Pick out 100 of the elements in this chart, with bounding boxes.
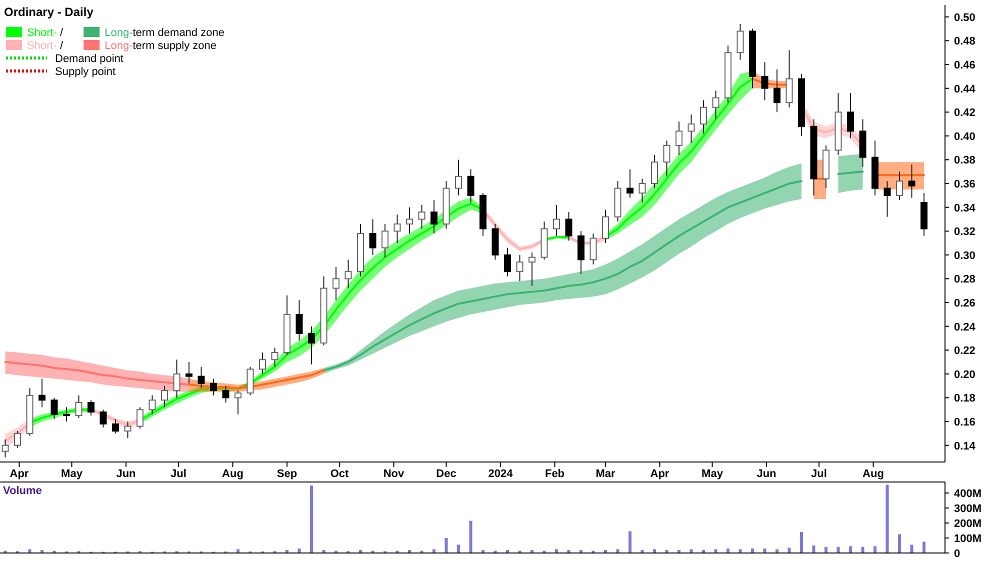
candlestick xyxy=(736,24,744,60)
candlestick xyxy=(884,180,891,218)
bar xyxy=(836,547,840,553)
x-tick-label: Aug xyxy=(862,468,884,480)
candlestick xyxy=(406,206,413,234)
bar xyxy=(910,544,914,553)
candlestick xyxy=(186,362,192,384)
y-tick-label: 0.28 xyxy=(954,274,976,286)
y-tick-label: 300M xyxy=(954,503,982,515)
candlestick xyxy=(234,390,242,415)
candlestick xyxy=(578,230,584,274)
candlestick xyxy=(896,171,903,201)
bar xyxy=(812,546,816,553)
bar xyxy=(898,534,901,553)
candlestick xyxy=(332,266,340,301)
x-tick-label: Oct xyxy=(330,468,349,480)
candlestick xyxy=(124,421,132,439)
candlestick xyxy=(259,352,266,374)
candlestick xyxy=(651,154,658,189)
candlestick xyxy=(590,233,597,265)
candlestick xyxy=(161,385,168,408)
candlestick xyxy=(369,218,376,256)
candlestick xyxy=(528,252,536,286)
candlestick xyxy=(112,418,119,434)
candlestick xyxy=(638,178,646,204)
x-tick-label: Nov xyxy=(383,468,406,480)
candlestick xyxy=(382,223,388,258)
candlestick xyxy=(700,100,707,134)
candlestick xyxy=(246,366,254,396)
candlestick xyxy=(774,68,780,113)
candlestick xyxy=(761,62,768,101)
legend-label: Demand point xyxy=(55,53,124,65)
candlestick xyxy=(148,394,156,415)
candlestick xyxy=(75,394,82,418)
candlestick xyxy=(504,247,511,277)
candlestick xyxy=(344,259,352,289)
candlestick xyxy=(136,406,144,430)
candlestick xyxy=(455,159,462,196)
y-tick-label: 0.34 xyxy=(954,202,976,214)
y-tick-label: 0.48 xyxy=(954,36,976,48)
bar xyxy=(861,547,864,553)
y-tick-label: 0 xyxy=(954,548,960,560)
x-tick-label: Jul xyxy=(811,468,827,480)
candlestick xyxy=(88,400,94,416)
x-tick-label: 2024 xyxy=(488,468,514,480)
y-tick-label: 0.42 xyxy=(954,107,976,120)
x-tick-label: Mar xyxy=(596,468,616,480)
candlestick xyxy=(786,50,793,108)
chart-title: Volume xyxy=(3,485,42,497)
candlestick xyxy=(63,406,70,422)
y-tick-label: 400M xyxy=(954,488,982,500)
candlestick xyxy=(626,168,634,198)
bar xyxy=(310,486,313,553)
candlestick xyxy=(688,114,695,144)
candlestick xyxy=(712,90,720,120)
candlestick xyxy=(516,254,524,282)
y-tick-label: 0.32 xyxy=(954,226,976,238)
x-tick-label: Sep xyxy=(276,468,298,480)
y-tick-label: 0.24 xyxy=(954,321,976,334)
x-tick-label: Jun xyxy=(116,468,136,480)
y-tick-label: 0.40 xyxy=(954,130,976,143)
bar xyxy=(886,484,889,553)
x-tick-label: Apr xyxy=(10,468,30,480)
candlestick xyxy=(565,212,572,242)
x-tick-label: Jun xyxy=(756,468,777,480)
x-tick-label: Jul xyxy=(170,468,186,480)
legend-label: Supply point xyxy=(55,66,116,78)
x-tick-label: Apr xyxy=(650,468,670,480)
y-tick-label: 0.18 xyxy=(954,392,976,405)
y-tick-label: 0.50 xyxy=(954,12,976,24)
bar xyxy=(628,531,632,553)
candlestick xyxy=(553,204,560,236)
bar xyxy=(444,538,448,553)
bar xyxy=(824,547,828,553)
y-tick-label: 0.22 xyxy=(954,345,976,358)
bar xyxy=(922,542,926,553)
legend-label: Short- / xyxy=(27,27,64,39)
candlestick xyxy=(100,409,107,428)
y-tick-label: 0.16 xyxy=(954,416,976,429)
candlestick xyxy=(222,385,230,403)
x-tick-label: May xyxy=(702,468,724,480)
candlestick xyxy=(38,378,46,408)
y-tick-label: 0.36 xyxy=(954,178,976,191)
y-tick-label: 0.46 xyxy=(954,60,976,72)
y-tick-label: 0.30 xyxy=(954,250,976,262)
legend-label: Long-term supply zone xyxy=(104,40,217,52)
bar xyxy=(457,544,460,553)
legend-label: Long-term demand zone xyxy=(104,27,224,39)
candlestick xyxy=(676,121,682,156)
candlestick xyxy=(663,140,670,177)
candlestick xyxy=(394,214,401,244)
y-tick-label: 0.44 xyxy=(954,83,976,96)
y-tick-label: 200M xyxy=(954,518,982,530)
bar xyxy=(469,520,472,553)
x-tick-label: Aug xyxy=(222,468,244,480)
candlestick xyxy=(50,397,58,420)
candlestick xyxy=(198,366,205,389)
y-tick-label: 0.38 xyxy=(954,154,976,167)
x-tick-label: May xyxy=(61,468,84,480)
bar xyxy=(800,532,803,553)
